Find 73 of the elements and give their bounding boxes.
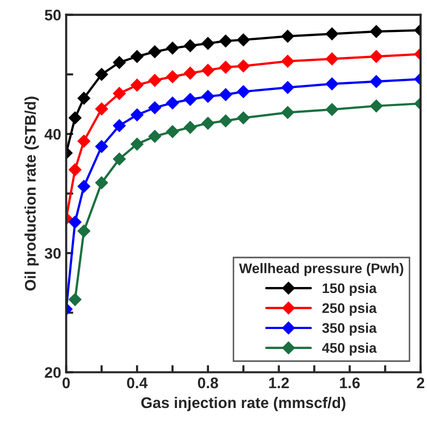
point [166, 96, 179, 110]
point [202, 64, 214, 77]
y-tick-label: 40 [44, 128, 61, 140]
point [219, 88, 232, 102]
y-tick-label: 50 [44, 10, 61, 20]
legend-label: 350 psia [322, 322, 377, 336]
point [219, 34, 232, 48]
x-tick-label: 2 [416, 378, 424, 388]
point [370, 100, 383, 112]
point [281, 54, 294, 68]
point [370, 75, 383, 88]
point [370, 25, 383, 38]
point [326, 52, 338, 66]
point [166, 70, 179, 84]
point [77, 92, 90, 105]
legend-label: 250 psia [322, 302, 377, 316]
point [148, 101, 162, 114]
point [148, 45, 162, 58]
x-axis-title: Gas injection rate (mmscf/d) [141, 396, 346, 412]
point [130, 78, 144, 92]
point [326, 27, 338, 40]
legend-label: 450 psia [322, 342, 377, 356]
point [77, 180, 90, 193]
point [236, 85, 250, 98]
point [184, 120, 197, 134]
point [166, 42, 179, 55]
point [202, 90, 214, 103]
y-axis-title: Oil production rate (STB/d) [24, 96, 39, 290]
point [219, 114, 232, 128]
point [112, 56, 126, 69]
point [112, 87, 126, 100]
point [326, 77, 338, 90]
point [77, 134, 90, 148]
point [95, 102, 108, 116]
point [95, 176, 108, 190]
y-tick-label: 20 [44, 367, 61, 378]
point [326, 103, 338, 116]
point [95, 140, 108, 153]
point [370, 50, 383, 63]
point [202, 36, 214, 50]
x-tick-label: 0 [62, 378, 70, 388]
point [236, 111, 250, 124]
point [202, 116, 214, 130]
point [112, 152, 126, 166]
point [95, 68, 108, 81]
point [68, 293, 82, 306]
point [148, 74, 162, 87]
point [68, 216, 82, 229]
x-tick-label: 1.6 [340, 378, 360, 388]
point [130, 138, 144, 150]
point [68, 163, 82, 176]
point [68, 111, 82, 124]
point [166, 125, 179, 138]
point [184, 39, 197, 52]
point [130, 50, 144, 63]
point [184, 66, 197, 80]
point [281, 30, 294, 43]
point [236, 33, 250, 46]
x-tick-label: 0.8 [198, 378, 218, 388]
y-tick-label: 30 [44, 248, 61, 259]
point [130, 108, 144, 122]
point [77, 224, 90, 238]
x-tick-label: 0.4 [127, 378, 148, 388]
point [281, 106, 294, 119]
x-tick-label: 1.2 [269, 378, 289, 388]
legend-label: 150 psia [322, 282, 377, 296]
point [236, 60, 250, 72]
point [219, 60, 232, 74]
point [281, 81, 294, 94]
point [148, 130, 162, 143]
point [112, 119, 126, 132]
point [184, 92, 197, 106]
legend-title: Wellhead pressure (Pwh) [239, 263, 404, 276]
